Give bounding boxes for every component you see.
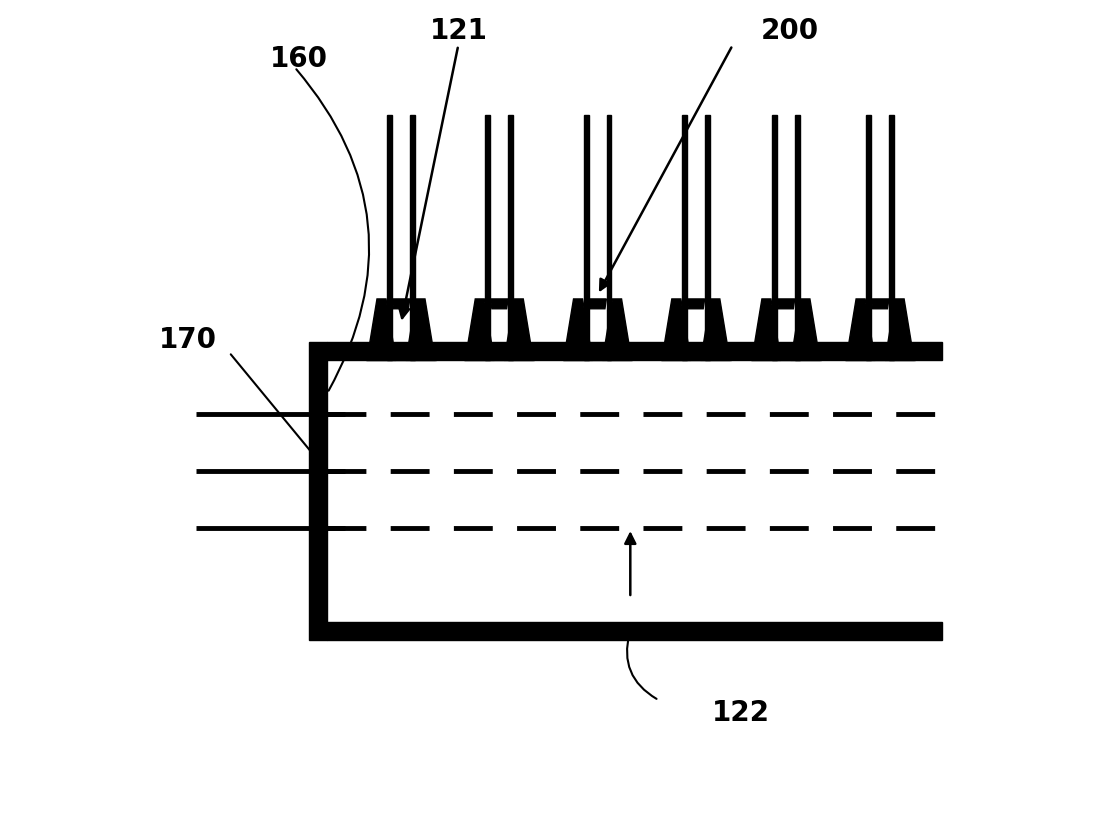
Text: 122: 122 bbox=[712, 699, 770, 726]
Polygon shape bbox=[309, 342, 327, 640]
Polygon shape bbox=[866, 115, 871, 360]
Polygon shape bbox=[485, 115, 491, 360]
Polygon shape bbox=[387, 115, 392, 360]
Polygon shape bbox=[607, 115, 611, 360]
Polygon shape bbox=[885, 299, 914, 360]
Polygon shape bbox=[772, 115, 777, 360]
Polygon shape bbox=[367, 299, 396, 360]
Polygon shape bbox=[504, 299, 534, 360]
Polygon shape bbox=[687, 299, 705, 309]
Polygon shape bbox=[705, 115, 709, 360]
Text: 160: 160 bbox=[270, 45, 328, 73]
Polygon shape bbox=[871, 299, 888, 309]
Polygon shape bbox=[890, 115, 894, 360]
Polygon shape bbox=[562, 351, 632, 360]
Polygon shape bbox=[366, 351, 435, 360]
Text: 121: 121 bbox=[430, 17, 487, 45]
Polygon shape bbox=[564, 299, 592, 360]
Polygon shape bbox=[327, 622, 941, 640]
Polygon shape bbox=[794, 115, 800, 360]
Text: 170: 170 bbox=[159, 326, 217, 354]
Polygon shape bbox=[751, 299, 781, 360]
Polygon shape bbox=[791, 299, 820, 360]
Polygon shape bbox=[589, 299, 607, 309]
Polygon shape bbox=[410, 115, 414, 360]
Polygon shape bbox=[465, 299, 494, 360]
Polygon shape bbox=[508, 115, 513, 360]
Polygon shape bbox=[845, 351, 915, 360]
Polygon shape bbox=[327, 342, 941, 360]
Polygon shape bbox=[846, 299, 875, 360]
Polygon shape bbox=[464, 351, 534, 360]
Polygon shape bbox=[662, 299, 691, 360]
Polygon shape bbox=[392, 299, 410, 309]
Polygon shape bbox=[661, 351, 730, 360]
Polygon shape bbox=[583, 115, 589, 360]
Polygon shape bbox=[602, 299, 632, 360]
Polygon shape bbox=[701, 299, 730, 360]
Polygon shape bbox=[406, 299, 435, 360]
Polygon shape bbox=[682, 115, 687, 360]
Polygon shape bbox=[491, 299, 508, 309]
Polygon shape bbox=[777, 299, 794, 309]
Text: 200: 200 bbox=[761, 17, 819, 45]
Polygon shape bbox=[751, 351, 821, 360]
